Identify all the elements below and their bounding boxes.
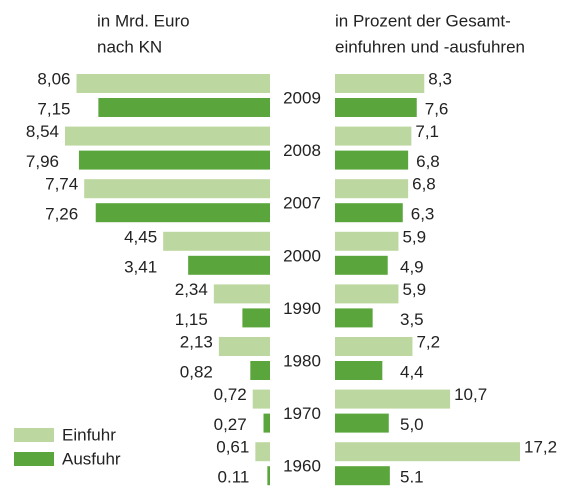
value-label: 7,96 — [26, 152, 59, 171]
bar — [218, 337, 270, 356]
category-label: 1960 — [283, 457, 321, 476]
value-label: 6,3 — [411, 205, 435, 224]
bar — [188, 255, 270, 275]
value-label: 2,34 — [175, 280, 208, 299]
bar — [335, 126, 412, 146]
value-label: 1,15 — [175, 310, 208, 329]
bar — [335, 284, 399, 304]
category-label: 1990 — [283, 299, 321, 318]
value-label: 4,45 — [124, 227, 157, 246]
value-label: 0.11 — [218, 468, 250, 486]
bar — [252, 389, 270, 409]
value-label: 8,06 — [37, 69, 70, 88]
value-label: 7,1 — [415, 122, 439, 141]
value-label: 17,2 — [524, 438, 557, 457]
bar — [163, 231, 270, 251]
bar — [255, 442, 270, 462]
bar — [213, 284, 270, 304]
value-label: 6,8 — [412, 175, 436, 194]
value-label: 8,3 — [428, 69, 452, 88]
bar — [98, 98, 270, 117]
bar — [76, 74, 270, 93]
value-label: 3,41 — [124, 257, 157, 276]
value-label: 8,54 — [26, 122, 59, 141]
value-label: 5,0 — [400, 415, 424, 434]
bar — [78, 150, 270, 170]
value-label: 3,5 — [400, 310, 424, 329]
bar — [65, 126, 270, 146]
value-label: 5.1 — [400, 468, 424, 486]
value-label: 6,8 — [416, 152, 440, 171]
bar — [263, 413, 270, 433]
value-label: 7,2 — [416, 332, 440, 351]
bar — [250, 361, 270, 380]
value-label: 7,26 — [45, 205, 78, 224]
bar — [335, 337, 413, 356]
value-label: 7,6 — [425, 99, 449, 118]
value-label: 7,15 — [37, 99, 70, 118]
value-label: 10,7 — [454, 385, 487, 404]
chart-title: in Mrd. Euro — [97, 11, 190, 30]
category-label: 1970 — [283, 404, 321, 423]
bar — [84, 179, 270, 199]
bar — [335, 413, 389, 433]
category-label: 2009 — [283, 88, 321, 107]
chart-title: einfuhren und -ausfuhren — [335, 37, 525, 56]
bar — [335, 179, 409, 199]
bar — [242, 308, 270, 328]
bar — [335, 361, 383, 380]
value-label: 2,13 — [180, 332, 213, 351]
bar — [335, 203, 403, 223]
value-label: 0,61 — [216, 438, 249, 457]
legend-label: Ausfuhr — [62, 449, 121, 468]
bar — [335, 150, 409, 170]
category-label: 2007 — [283, 194, 321, 213]
value-label: 0,72 — [214, 385, 247, 404]
legend-swatch — [14, 428, 54, 442]
value-label: 4,9 — [400, 257, 424, 276]
chart-title: nach KN — [97, 37, 162, 56]
value-label: 7,74 — [45, 175, 78, 194]
legend-label: Einfuhr — [62, 425, 116, 444]
category-label: 2000 — [283, 246, 321, 265]
value-label: 5,9 — [402, 280, 426, 299]
bar — [335, 74, 425, 93]
bar — [335, 98, 417, 117]
value-label: 0,27 — [214, 415, 247, 434]
category-label: 2008 — [283, 141, 321, 160]
bar — [95, 203, 270, 223]
chart-title: in Prozent der Gesamt- — [335, 11, 511, 30]
bar — [335, 308, 373, 328]
category-label: 1980 — [283, 351, 321, 370]
bar — [335, 466, 390, 486]
bar — [335, 389, 451, 409]
bar — [267, 466, 270, 486]
value-label: 5,9 — [402, 227, 426, 246]
value-label: 4,4 — [400, 362, 424, 381]
bar — [335, 442, 520, 462]
value-label: 0,82 — [180, 362, 213, 381]
bar — [335, 255, 388, 275]
bar — [335, 231, 399, 251]
legend-swatch — [14, 452, 54, 466]
